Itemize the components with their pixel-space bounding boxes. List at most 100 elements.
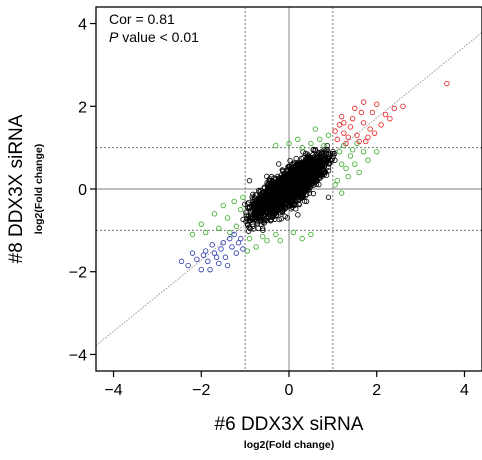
data-point [231,231,237,238]
data-point [287,158,293,164]
y-tick-label: −4 [69,347,87,364]
data-point [273,213,279,219]
data-point [363,138,369,145]
data-point [305,172,312,178]
data-point [235,240,242,246]
data-point [178,258,185,265]
data-point [371,130,378,136]
data-point [444,80,450,87]
data-point [288,171,295,177]
data-point [209,242,215,248]
data-points [178,80,450,273]
data-point [387,115,393,122]
data-point [321,151,327,157]
data-point [240,216,246,223]
annotation-pvalue: P value < 0.01 [109,29,199,45]
data-point [220,202,226,209]
data-point [238,235,244,242]
data-point [295,136,301,143]
data-point [324,142,330,149]
data-point [347,153,354,159]
data-point [356,169,362,176]
x-tick-label: −4 [104,382,122,399]
data-point [327,157,334,163]
data-point [200,252,207,258]
data-point [263,217,270,224]
data-point [343,165,349,172]
data-point [286,140,292,147]
y-tick-label: 4 [78,17,87,34]
data-point [252,192,259,198]
data-point [358,109,365,116]
data-point [334,136,340,143]
data-point [286,180,292,186]
data-point [238,206,244,213]
data-point [244,248,251,254]
data-point [286,182,293,189]
data-point [299,144,305,151]
data-point [338,161,345,167]
data-point [255,207,261,214]
data-point [270,206,276,213]
data-point [360,99,367,105]
data-point [303,198,310,205]
data-point [251,200,257,206]
data-point [360,149,367,155]
data-point [307,166,314,172]
data-point [313,181,319,187]
data-point [298,192,305,199]
data-point [251,205,257,212]
data-point [288,198,294,204]
data-point [244,201,251,207]
data-point [246,235,253,242]
data-point [276,174,283,181]
data-point [277,238,283,244]
data-point [243,212,249,219]
data-point [260,209,266,215]
y-tick-label: −2 [69,265,87,282]
data-point [269,190,276,197]
data-point [313,170,319,176]
data-point [240,194,246,200]
y-axis-label: #8 DDX3X siRNA [6,114,27,263]
data-point [356,138,362,145]
data-point [382,111,389,118]
data-point [270,197,277,204]
data-point [341,120,347,126]
data-point [321,147,327,153]
data-point [295,160,301,167]
data-point [202,248,209,254]
data-point [325,194,332,200]
data-point [242,201,248,207]
data-point [227,235,233,242]
data-point [330,150,336,157]
data-point [312,126,319,132]
data-point [321,171,327,178]
data-point [290,175,296,181]
data-point [267,202,273,209]
data-point [290,229,297,236]
data-point [185,262,191,269]
data-point [325,132,332,138]
data-point [374,149,380,155]
data-point [283,189,290,195]
x-axis-label: #6 DDX3X siRNA [215,414,364,435]
data-point [345,173,351,180]
data-point [295,212,301,218]
data-point [253,244,259,250]
data-point [308,140,314,147]
data-point [291,197,297,203]
data-point [246,178,253,184]
data-point [290,182,296,189]
data-point [301,163,307,170]
data-point [224,215,231,221]
data-point [224,262,231,269]
x-tick-label: 0 [285,382,294,399]
data-point [312,147,319,153]
data-point [289,188,296,195]
data-point [305,157,311,164]
data-point [391,105,397,112]
data-point [298,155,305,162]
data-point [278,216,284,222]
data-point [308,231,314,238]
